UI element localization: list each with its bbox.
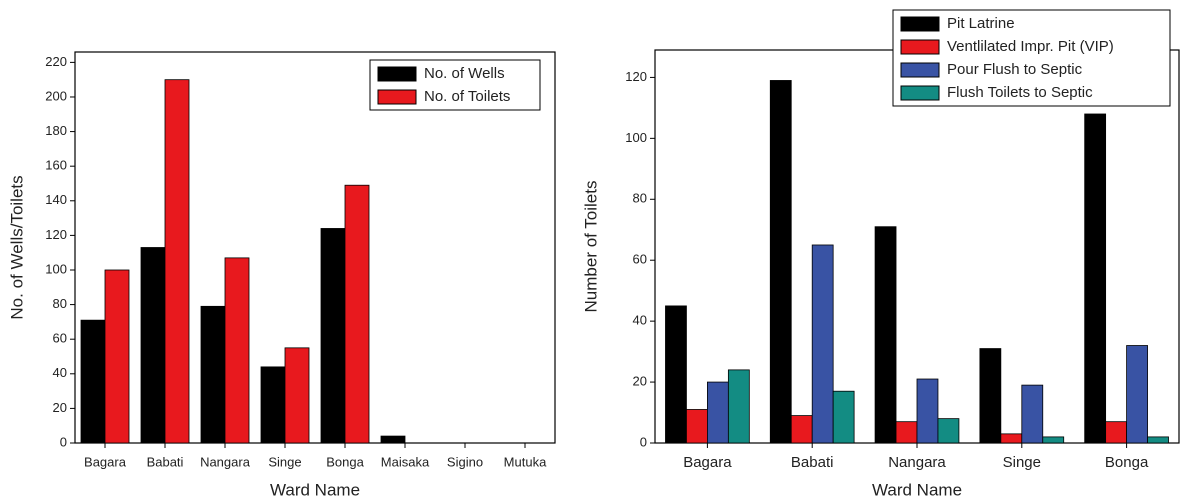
legend-label: No. of Toilets [424,88,510,105]
bar [260,366,286,444]
y-tick-label: 140 [45,192,67,207]
legend-swatch [900,85,940,101]
bar [140,247,166,444]
y-tick-label: 80 [633,191,647,206]
x-tick-label: Singe [268,454,301,469]
x-tick-label: Sigino [447,454,483,469]
x-tick-label: Singe [1003,454,1041,471]
bar [104,269,130,444]
y-tick-label: 80 [53,296,67,311]
x-tick-label: Maisaka [381,454,430,469]
plot-frame [74,51,556,444]
bar [937,418,960,444]
y-tick-label: 200 [45,88,67,103]
y-tick-label: 120 [625,69,647,84]
y-tick-label: 0 [60,434,67,449]
x-tick-label: Nangara [200,454,251,469]
bar [1084,113,1107,444]
bar [686,409,708,444]
bar [832,390,855,444]
bar [1105,421,1128,444]
legend-label: No. of Wells [424,65,505,82]
y-tick-label: 20 [53,400,67,415]
bar [320,228,346,444]
y-tick-label: 60 [633,252,647,267]
y-tick-label: 0 [640,434,647,449]
bar [707,381,729,444]
y-tick-label: 20 [633,374,647,389]
legend-swatch [900,16,940,32]
bar [1147,436,1169,444]
y-tick-label: 60 [53,331,67,346]
bar [895,421,918,444]
bar [344,184,370,444]
y-axis-label: No. of Wells/Toilets [7,175,26,319]
bar [790,415,813,444]
bar [200,305,226,444]
bar [164,79,190,444]
bar [80,319,106,444]
bar [1042,436,1065,444]
x-tick-label: Babati [791,454,834,471]
y-axis-label: Number of Toilets [581,181,600,313]
y-tick-label: 180 [45,123,67,138]
legend-swatch [377,89,417,105]
x-tick-label: Bagara [683,454,732,471]
bar [916,378,939,444]
bar [665,305,687,444]
x-tick-label: Nangara [888,454,946,471]
legend-swatch [900,39,940,55]
y-tick-label: 160 [45,158,67,173]
bar [769,80,792,444]
bar [979,348,1002,444]
y-tick-label: 40 [53,365,67,380]
x-tick-label: Mutuka [504,454,547,469]
bar [1000,433,1023,444]
bar [874,226,897,444]
x-tick-label: Bagara [84,454,127,469]
legend-label: Flush Toilets to Septic [947,84,1093,101]
bar [811,244,834,444]
bar [380,435,406,444]
bar [727,369,750,444]
y-tick-label: 220 [45,54,67,69]
legend-swatch [377,66,417,82]
legend-swatch [900,62,940,78]
y-tick-label: 100 [625,130,647,145]
bar [1126,345,1148,444]
legend-label: Ventlilated Impr. Pit (VIP) [947,38,1114,55]
y-tick-label: 40 [633,313,647,328]
x-axis-label: Ward Name [872,480,962,499]
y-tick-label: 120 [45,227,67,242]
bar [224,257,250,444]
x-tick-label: Babati [147,454,184,469]
bar [284,347,310,444]
legend-label: Pit Latrine [947,15,1015,32]
y-tick-label: 100 [45,261,67,276]
bar [1021,384,1044,444]
x-tick-label: Bonga [1105,454,1149,471]
x-axis-label: Ward Name [270,480,360,499]
legend-label: Pour Flush to Septic [947,61,1083,78]
x-tick-label: Bonga [326,454,364,469]
